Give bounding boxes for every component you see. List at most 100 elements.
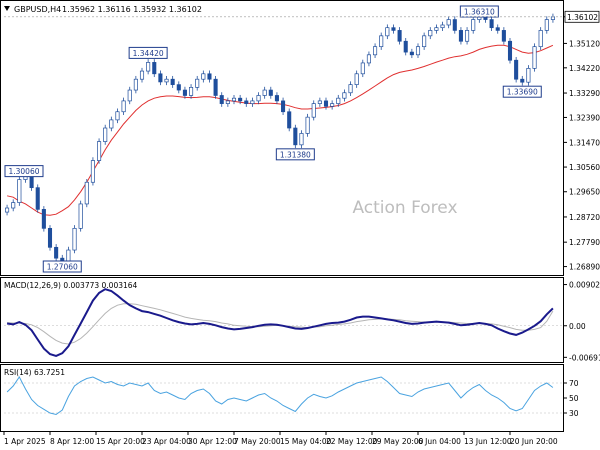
- candle-body: [428, 30, 433, 37]
- candle-body: [342, 92, 347, 99]
- candle-body: [274, 95, 279, 102]
- candle-body: [115, 111, 120, 121]
- candle-body: [330, 103, 335, 107]
- x-tick-label: 23 Apr 04:00: [142, 437, 191, 446]
- candle-body: [317, 100, 322, 104]
- price-annotation-box: [128, 46, 168, 59]
- macd-tick-label: 0.00902: [569, 281, 600, 290]
- candle-body: [440, 24, 445, 29]
- rsi-tick-label: 50: [569, 394, 579, 403]
- candle-body: [182, 89, 187, 96]
- candle-body: [434, 27, 439, 31]
- candle-body: [287, 111, 292, 129]
- price-tick-label: 1.30560: [569, 163, 600, 172]
- price-annotation-label: 1.30060: [8, 167, 39, 176]
- candle-body: [54, 246, 59, 259]
- x-tick-label: 7 May 20:00: [234, 437, 281, 446]
- candle-body: [385, 27, 390, 37]
- candle-body: [250, 100, 255, 104]
- price-tick-label: 1.29650: [569, 188, 600, 197]
- candle-body: [391, 27, 396, 31]
- candle-body: [213, 78, 218, 96]
- candle-body: [514, 59, 519, 80]
- price-panel-frame: [0, 0, 564, 276]
- candle-body: [17, 179, 22, 203]
- candle-body: [109, 119, 114, 129]
- price-annotation-box: [4, 165, 44, 178]
- candle-body: [544, 19, 549, 31]
- candle-body: [446, 19, 451, 26]
- candles: [5, 7, 555, 266]
- x-tick-label: 15 Apr 20:00: [96, 437, 145, 446]
- candle-body: [72, 227, 77, 251]
- candle-body: [311, 103, 316, 118]
- x-tick-label: 1 Apr 2025: [4, 437, 46, 446]
- candle-body: [348, 84, 353, 94]
- candle-body: [207, 73, 212, 80]
- candle-body: [336, 97, 341, 104]
- candle-body: [170, 78, 175, 85]
- rsi-lines: [4, 376, 564, 416]
- price-tick-label: 1.26890: [569, 263, 600, 272]
- candle-body: [397, 30, 402, 42]
- candle-body: [415, 46, 421, 56]
- candle-body: [146, 62, 151, 72]
- x-tick-label: 20 Jun 20:00: [510, 437, 558, 446]
- candle-body: [78, 203, 83, 229]
- candle-body: [268, 89, 273, 96]
- candle-body: [532, 46, 537, 69]
- price-tick-label: 1.31470: [569, 138, 600, 147]
- candle-body: [238, 97, 243, 102]
- rsi-tick-label: 70: [569, 379, 579, 388]
- candle-body: [520, 78, 525, 83]
- symbol-dropdown-icon[interactable]: [4, 6, 10, 11]
- price-annotation-label: 1.33690: [507, 88, 538, 97]
- candle-body: [403, 40, 408, 53]
- price-tick-label: 1.34220: [569, 64, 600, 73]
- price-annotation-label: 1.31380: [280, 150, 311, 159]
- candle-body: [66, 249, 71, 263]
- candle-body: [501, 30, 506, 42]
- candle-body: [538, 30, 543, 48]
- candle-body: [219, 95, 224, 104]
- macd-label: MACD(12,26,9) 0.003773 0.003164: [4, 281, 138, 290]
- x-tick-label: 22 May 12:00: [326, 437, 378, 446]
- candle-body: [262, 89, 267, 96]
- candle-body: [244, 100, 249, 104]
- candle-body: [281, 100, 286, 113]
- x-tick-label: 30 Apr 12:00: [188, 437, 237, 446]
- watermark: Action Forex: [352, 198, 457, 218]
- candle-body: [84, 181, 89, 205]
- price-tick-label: 1.27790: [569, 238, 600, 247]
- price-tick-label: 1.33290: [569, 89, 600, 98]
- candle-body: [5, 207, 10, 213]
- x-tick-label: 6 Jun 04:00: [418, 437, 461, 446]
- candle-body: [305, 116, 310, 134]
- candle-body: [158, 73, 163, 83]
- current-price-tag: [564, 10, 600, 23]
- x-tick-label: 15 May 04:00: [280, 437, 332, 446]
- candle-body: [366, 54, 371, 64]
- candle-body: [127, 89, 132, 102]
- candle-body: [526, 68, 531, 83]
- price-annotations: 1.27060 1.34420 1.31380 1.36310 1.33690 1.300…: [4, 5, 542, 273]
- candle-body: [507, 40, 513, 61]
- candle-body: [495, 27, 500, 31]
- price-annotation-box: [502, 85, 542, 98]
- macd-tick-label: 0.00: [569, 322, 586, 331]
- price-annotation-label: 1.34420: [133, 49, 164, 58]
- macd-panel-frame: [0, 277, 564, 363]
- candle-body: [360, 62, 365, 75]
- moving-average: [6, 44, 554, 216]
- candle-body: [354, 73, 359, 85]
- candle-body: [41, 209, 46, 229]
- rsi-line: [6, 376, 554, 416]
- symbol-label: GBPUSD,H4: [14, 5, 61, 14]
- candle-body: [422, 35, 427, 48]
- price-tick-label: 1.32390: [569, 113, 600, 122]
- price-annotation-label: 1.36310: [464, 8, 495, 17]
- price-annotation-label: 1.27060: [47, 263, 78, 272]
